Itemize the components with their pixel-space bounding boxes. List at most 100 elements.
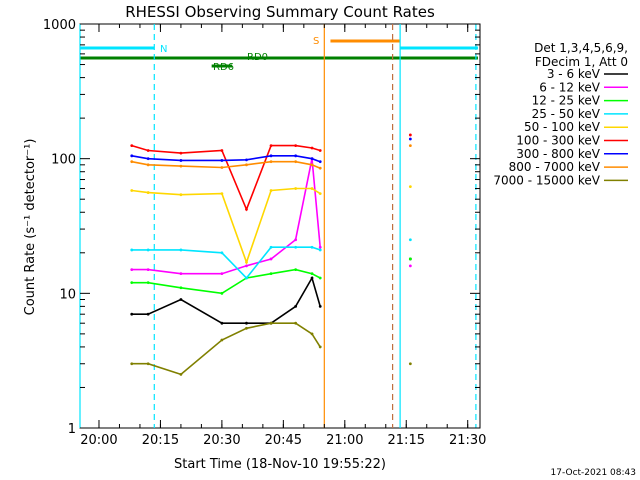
- series-4-point-1: [146, 191, 150, 194]
- series-1-point-6: [294, 238, 298, 242]
- x-tick-label-4: 21:00: [326, 433, 363, 448]
- legend-label-3: 25 - 50 keV: [532, 107, 601, 121]
- series-4-point-5: [269, 189, 273, 192]
- series-3-point-3: [220, 251, 224, 255]
- series-8-point-1: [146, 362, 150, 366]
- legend-label-6: 300 - 800 keV: [516, 147, 600, 161]
- plot-frame: [79, 23, 481, 429]
- series-7-point-1: [146, 163, 150, 167]
- legend-label-4: 50 - 100 keV: [524, 120, 601, 134]
- series-8-point-4: [245, 326, 248, 330]
- series-6-point-8: [318, 160, 322, 164]
- series-8-point-10: [408, 362, 412, 366]
- series-0-point-6: [294, 304, 298, 308]
- series-5-point-6: [294, 144, 298, 148]
- series-4-point-4: [245, 260, 248, 264]
- x-tick-label-2: 20:30: [203, 433, 240, 448]
- legend-label-7: 800 - 7000 keV: [509, 160, 601, 174]
- series-3-point-0: [130, 248, 134, 252]
- x-tick-label-3: 20:45: [265, 433, 302, 448]
- series-0-point-2: [179, 298, 183, 301]
- series-3-point-6: [294, 245, 298, 249]
- series-4-point-0: [130, 189, 134, 192]
- series-3-point-5: [269, 245, 273, 249]
- legend-header-line-2: FDecim 1, Att 0: [535, 55, 628, 69]
- series-5-point-7: [310, 146, 314, 150]
- series-1-point-8: [318, 245, 322, 249]
- series-5-point-1: [146, 149, 150, 152]
- series-6-point-7: [310, 157, 314, 161]
- series-6-point-3: [220, 159, 224, 162]
- series-1-point-4: [245, 264, 248, 268]
- y-axis-label: Count Rate (s⁻¹ detector⁻¹): [23, 139, 38, 316]
- series-5-point-0: [130, 144, 134, 148]
- series-8-point-3: [220, 338, 224, 342]
- series-8-point-2: [179, 373, 183, 376]
- series-2-point-7: [310, 272, 314, 276]
- y-tick-label-0: 1: [68, 422, 76, 437]
- series-2-point-8: [318, 276, 322, 280]
- flag-label-rd6: RD6: [213, 62, 234, 73]
- series-1-point-5: [269, 257, 273, 261]
- series-2-point-0: [130, 281, 134, 285]
- y-tick-label-3: 1000: [43, 18, 76, 33]
- x-axis-label: Start Time (18-Nov-10 19:55:22): [174, 457, 386, 472]
- series-4-point-8: [318, 192, 322, 196]
- series-1-point-1: [146, 268, 150, 272]
- y-tick-label-1: 10: [59, 287, 76, 302]
- legend-label-1: 6 - 12 keV: [539, 80, 601, 94]
- series-0-point-8: [318, 304, 322, 308]
- x-tick-label-5: 21:15: [388, 433, 425, 448]
- series-7-point-5: [269, 160, 273, 164]
- x-tick-label-0: 20:00: [80, 433, 117, 448]
- y-tick-label-2: 100: [51, 153, 76, 168]
- series-6-point-10: [408, 137, 412, 141]
- series-8-point-5: [269, 321, 273, 325]
- series-4-point-10: [408, 185, 412, 189]
- footer-timestamp: 17-Oct-2021 08:43: [551, 468, 636, 478]
- axes-layer: 20:00 20:15 20:30 20:45 21:00 21:15 21:30 1 10 10…: [43, 18, 487, 448]
- series-3-point-2: [179, 248, 183, 252]
- series-2-point-10: [408, 257, 412, 261]
- legend: Det 1,3,4,5,6,9, FDecim 1, Att 0 3 - 6 k…: [493, 41, 628, 187]
- series-6-point-4: [245, 158, 248, 162]
- series-0-point-1: [146, 312, 150, 316]
- series-8-point-7: [310, 332, 314, 336]
- series-8-point-6: [294, 321, 298, 325]
- series-2-point-5: [269, 272, 273, 276]
- x-tick-label-6: 21:30: [449, 433, 486, 448]
- x-tick-label-1: 20:15: [142, 433, 179, 448]
- legend-label-5: 100 - 300 keV: [516, 134, 600, 148]
- series-4-point-3: [220, 192, 224, 196]
- legend-label-8: 7000 - 15000 keV: [493, 173, 600, 187]
- series-0-point-7: [310, 276, 314, 280]
- series-8-point-8: [318, 345, 322, 349]
- series-1-point-0: [130, 268, 134, 272]
- marker-layer: [79, 24, 477, 428]
- series-7-point-0: [130, 160, 134, 164]
- series-0-point-3: [220, 321, 224, 325]
- series-7-point-8: [318, 166, 322, 170]
- series-4-point-6: [294, 187, 298, 190]
- series-7-point-7: [310, 163, 314, 167]
- series-7-point-10: [408, 144, 412, 148]
- series-7-point-2: [179, 164, 183, 168]
- series-7-point-3: [220, 166, 224, 169]
- series-4-point-7: [310, 187, 314, 190]
- series-1-point-3: [220, 272, 224, 276]
- chart-title: RHESSI Observing Summary Count Rates: [125, 3, 435, 21]
- series-6-point-6: [294, 154, 298, 158]
- flag-layer: N S RD0 RD6: [80, 36, 478, 73]
- series-1-point-2: [179, 272, 183, 276]
- legend-label-0: 3 - 6 keV: [547, 67, 601, 81]
- series-7-point-6: [294, 160, 298, 164]
- series-5-point-8: [318, 149, 322, 152]
- series-2-point-3: [220, 291, 224, 295]
- flag-label-s: S: [313, 36, 319, 47]
- series-3-point-4: [245, 276, 248, 280]
- legend-header-line-1: Det 1,3,4,5,6,9,: [534, 41, 628, 55]
- legend-label-2: 12 - 25 keV: [532, 94, 601, 108]
- series-layer: [130, 134, 411, 376]
